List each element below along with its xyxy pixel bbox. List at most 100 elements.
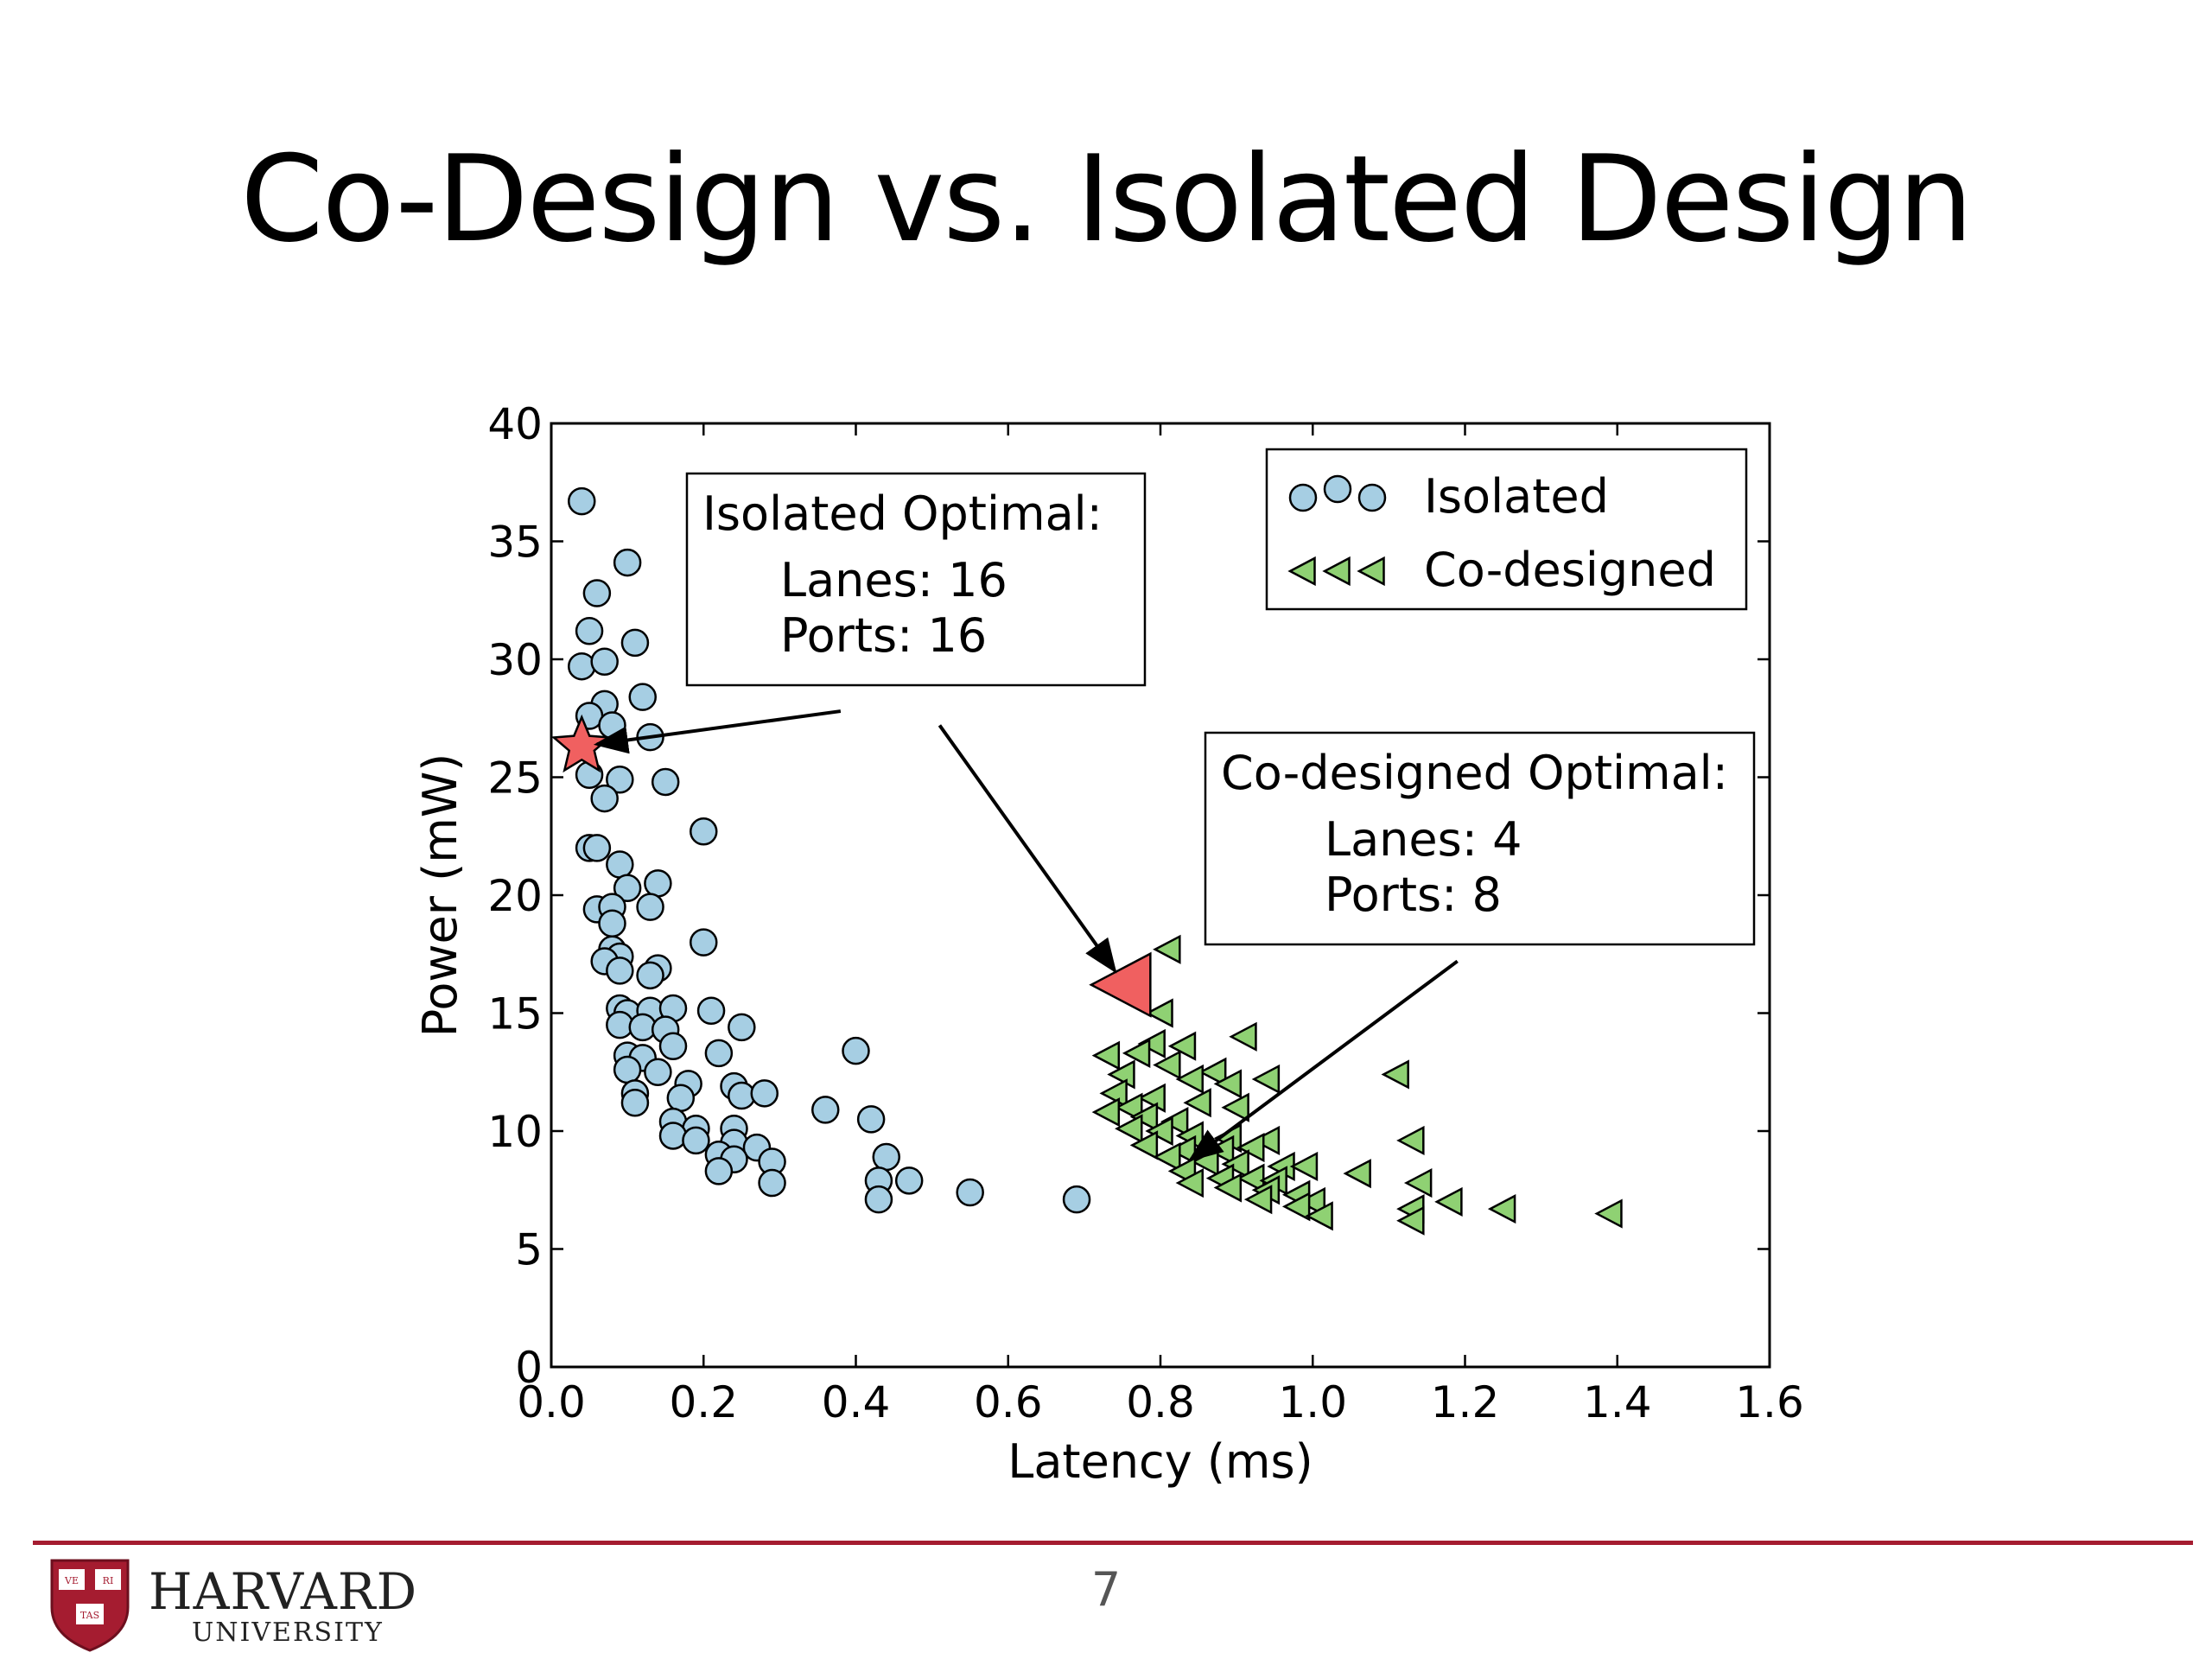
- isolated-point: [644, 1058, 672, 1086]
- y-tick-label: 10: [487, 1107, 543, 1157]
- codesigned-point: [1183, 1088, 1211, 1118]
- isolated-point: [856, 1105, 886, 1134]
- isolated-point: [690, 817, 718, 846]
- isolated-point: [620, 1088, 650, 1117]
- legend-isolated-marker: [1323, 474, 1352, 504]
- page-number: 7: [1090, 1562, 1122, 1617]
- codesigned-point: [1396, 1125, 1425, 1155]
- codesigned-point: [1145, 998, 1173, 1028]
- isolated-point: [658, 1032, 688, 1060]
- codesigned-point: [1160, 1107, 1189, 1137]
- legend: Isolated Co-designed: [1265, 448, 1748, 611]
- isolated-point: [606, 765, 634, 794]
- isolated-point: [864, 1185, 893, 1214]
- isolated-point: [872, 1142, 900, 1172]
- isolated-point: [728, 1013, 756, 1042]
- isolated-point: [590, 784, 619, 813]
- codesigned-point: [1594, 1198, 1623, 1229]
- legend-label: Co-designed: [1424, 543, 1716, 597]
- isolated-point: [620, 628, 650, 658]
- legend-codesigned-marker: [1322, 556, 1351, 587]
- x-tick-label: 1.4: [1583, 1377, 1652, 1427]
- annotation-line: Ports: 8: [1325, 868, 1502, 922]
- isolated-point: [606, 957, 634, 985]
- legend-codesigned-marker: [1357, 556, 1385, 587]
- y-tick-label: 35: [487, 518, 543, 568]
- svg-text:VE: VE: [64, 1575, 79, 1586]
- isolated-point: [956, 1178, 984, 1207]
- x-tick-label: 1.0: [1278, 1377, 1347, 1427]
- x-tick-label: 0.8: [1126, 1377, 1195, 1427]
- isolated-point: [582, 834, 612, 862]
- legend-isolated-marker: [1357, 483, 1387, 512]
- isolated-point: [750, 1079, 779, 1108]
- legend-isolated-marker: [1288, 483, 1318, 512]
- codesigned-point: [1091, 1097, 1121, 1128]
- codesigned-point: [1099, 1078, 1128, 1109]
- codesigned-point: [1107, 1059, 1135, 1090]
- codesigned-point: [1243, 1185, 1273, 1215]
- codesigned-point: [1221, 1092, 1249, 1122]
- codesigned-point: [1137, 1028, 1166, 1059]
- isolated-point: [666, 1084, 696, 1113]
- x-axis-label: Latency (ms): [1007, 1434, 1313, 1489]
- codesigned-point: [1153, 934, 1181, 964]
- codesigned-point: [1167, 1031, 1197, 1061]
- codesigned-point: [1115, 1114, 1143, 1144]
- codesigned-point: [1137, 1083, 1166, 1113]
- y-tick-label: 15: [487, 989, 543, 1039]
- annotation-line: Ports: 16: [780, 608, 987, 663]
- y-axis-label: Power (mW): [413, 753, 467, 1038]
- codesigned-point: [1403, 1167, 1433, 1198]
- harvard-shield-icon: VE RI TAS: [50, 1559, 130, 1652]
- codesigned-point: [1487, 1194, 1516, 1224]
- x-tick-label: 0.6: [974, 1377, 1043, 1427]
- isolated-point: [628, 683, 657, 711]
- isolated-point: [568, 652, 596, 681]
- annotation-arrow: [593, 709, 842, 754]
- isolated-point: [575, 616, 604, 645]
- codesigned-point: [1153, 1050, 1181, 1080]
- codesigned-point: [1198, 1057, 1227, 1087]
- codesigned-point: [1122, 1038, 1151, 1068]
- logo-subtitle: UNIVERSITY: [192, 1618, 384, 1648]
- logo-name: HARVARD: [149, 1562, 418, 1621]
- annotation-title: Isolated Optimal:: [702, 486, 1103, 541]
- legend-label: Isolated: [1424, 469, 1609, 524]
- isolated-point: [582, 579, 612, 607]
- isolated-point: [690, 928, 718, 957]
- y-tick-label: 40: [487, 399, 543, 449]
- codesigned-point: [1153, 1141, 1181, 1173]
- annotation-arrow: [1188, 959, 1459, 1162]
- isolated-point: [636, 961, 664, 990]
- isolated-point: [682, 1126, 710, 1155]
- isolated-point: [644, 869, 672, 898]
- codesigned-point: [1129, 1130, 1159, 1160]
- footer-divider: [33, 1541, 2193, 1545]
- isolated-point: [613, 548, 642, 577]
- isolated-point: [613, 1055, 642, 1084]
- legend-codesigned-marker: [1287, 556, 1316, 587]
- annotation-arrow: [938, 724, 1117, 974]
- codesigned-point: [1191, 1147, 1219, 1177]
- isolated-point: [1062, 1185, 1091, 1214]
- isolated-point: [590, 647, 619, 676]
- codesigned-point: [1213, 1173, 1243, 1203]
- codesigned-point: [1091, 1040, 1121, 1071]
- isolated-point: [598, 909, 626, 938]
- isolated-point: [606, 850, 634, 879]
- annotation-title: Co-designed Optimal:: [1221, 746, 1728, 800]
- codesigned-point: [1281, 1192, 1311, 1222]
- y-tick-label: 0: [515, 1343, 543, 1393]
- codesigned-point: [1305, 1201, 1333, 1231]
- codesigned-point: [1115, 1092, 1143, 1122]
- isolated-point: [658, 1122, 688, 1150]
- x-tick-label: 0.0: [517, 1377, 586, 1427]
- isolated-point: [598, 711, 626, 740]
- codesigned-point: [1129, 1102, 1159, 1132]
- x-tick-label: 1.6: [1735, 1377, 1804, 1427]
- annotation-frame: [685, 472, 1147, 687]
- isolated-point: [696, 996, 726, 1026]
- codesigned-point: [1381, 1059, 1409, 1090]
